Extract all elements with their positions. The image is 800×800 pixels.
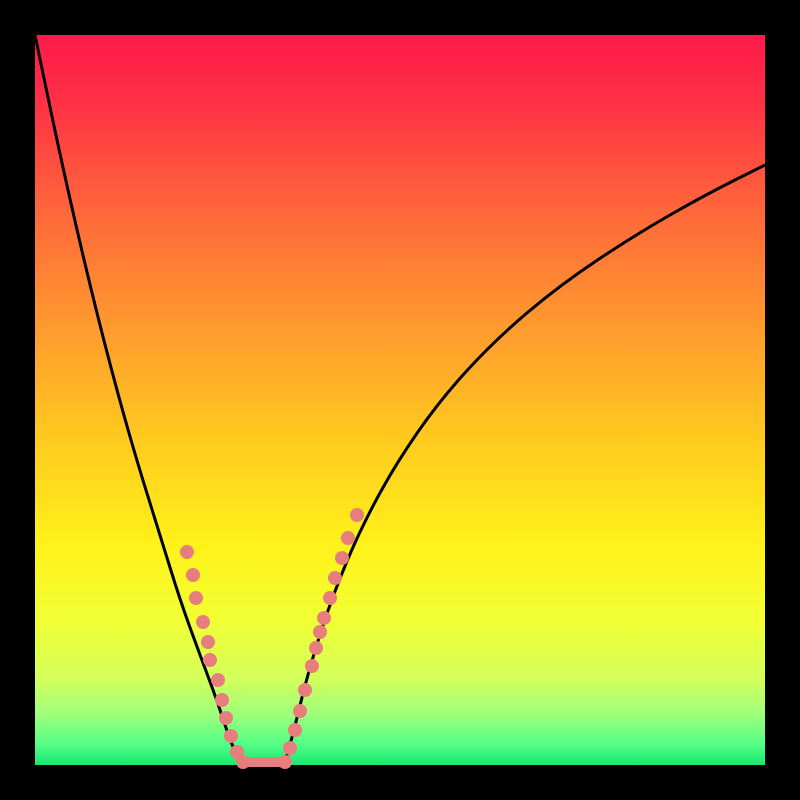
chart-root: TheBottleneck.com xyxy=(0,0,800,800)
bottleneck-chart xyxy=(0,0,800,800)
